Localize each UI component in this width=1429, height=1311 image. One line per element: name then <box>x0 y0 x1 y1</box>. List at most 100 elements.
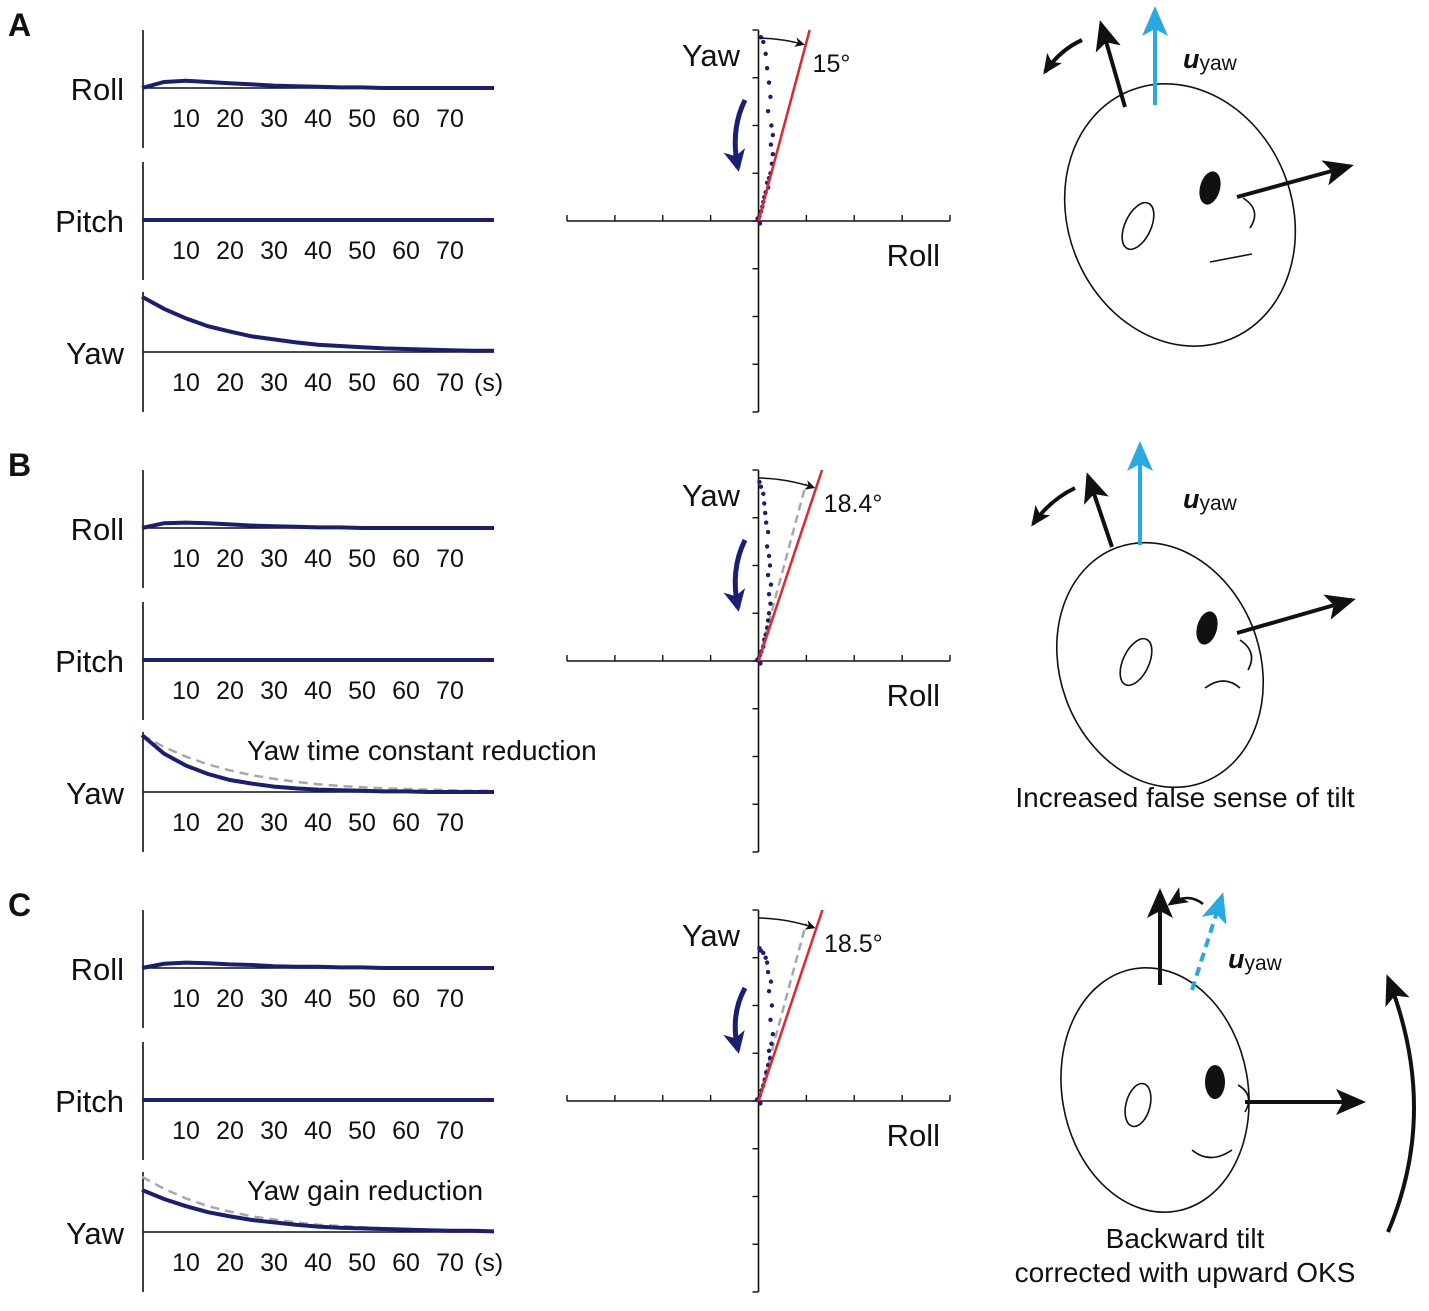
scatter-point <box>758 661 763 666</box>
x-tick-label: 10 <box>172 1249 200 1277</box>
scatter-point <box>769 1041 774 1046</box>
panel-letter: C <box>8 887 31 923</box>
scatter-point <box>769 1003 775 1008</box>
x-tick-label: 70 <box>436 677 464 705</box>
scatter-point <box>767 1055 773 1061</box>
vector-symbol: u <box>1228 944 1245 974</box>
scatter-point <box>765 969 771 975</box>
caption: corrected with upward OKS <box>1015 1257 1356 1288</box>
x-tick-label: 70 <box>436 1249 464 1277</box>
scatter-point <box>765 618 771 623</box>
x-tick-label: 30 <box>260 809 288 837</box>
y-axis-label: Yaw <box>66 776 125 811</box>
x-tick-label: 10 <box>172 677 200 705</box>
scatter-point <box>766 591 772 597</box>
x-tick-label: 50 <box>348 809 376 837</box>
x-tick-label: 20 <box>216 237 244 265</box>
x-tick-label: 20 <box>216 369 244 397</box>
x-tick-label: 50 <box>348 545 376 573</box>
curve <box>141 1188 495 1234</box>
x-tick-label: 10 <box>172 809 200 837</box>
y-axis-label: Roll <box>71 512 124 547</box>
scatter-point <box>764 960 770 965</box>
vector-label: uyaw <box>1183 484 1238 515</box>
rotation-arrow <box>723 98 748 172</box>
curve <box>140 733 494 794</box>
scatter-point <box>765 529 771 535</box>
x-tick-label: 10 <box>172 105 200 133</box>
x-tick-label: 60 <box>392 985 420 1013</box>
x-tick-label: 40 <box>304 1117 332 1145</box>
scatter-point <box>768 979 774 984</box>
x-tick-label: 40 <box>304 105 332 133</box>
scatter-point <box>763 955 768 960</box>
angle-arc <box>758 37 805 47</box>
scatter-point <box>766 80 772 85</box>
scatter-point <box>770 132 776 138</box>
x-tick-label: 50 <box>348 105 376 133</box>
scatter-point <box>765 108 771 114</box>
scatter-point <box>763 510 768 516</box>
x-tick-label: 50 <box>348 369 376 397</box>
x-tick-label: 10 <box>172 985 200 1013</box>
scatter-point <box>764 66 770 71</box>
x-tick-label: 40 <box>304 237 332 265</box>
scatter-point <box>770 151 776 157</box>
x-tick-label: 60 <box>392 105 420 133</box>
scatter-point <box>766 988 772 994</box>
x-tick-label: 30 <box>260 105 288 133</box>
x-tick-label: 10 <box>172 545 200 573</box>
x-tick-label: 50 <box>348 985 376 1013</box>
x-tick-label: 70 <box>436 369 464 397</box>
x-tick-label: 30 <box>260 1117 288 1145</box>
y-axis-label: Roll <box>71 952 124 987</box>
x-tick-label: 20 <box>216 985 244 1013</box>
x-tick-label: 30 <box>260 369 288 397</box>
reference-curve <box>141 733 494 793</box>
x-tick-label: 40 <box>304 985 332 1013</box>
x-unit: (s) <box>474 369 503 397</box>
x-unit: (s) <box>474 1249 503 1277</box>
x-tick-label: 10 <box>172 1117 200 1145</box>
angle-label: 18.4° <box>824 490 883 518</box>
x-tick-label: 30 <box>260 237 288 265</box>
x-tick-label: 60 <box>392 1249 420 1277</box>
x-axis-label: Roll <box>887 1118 940 1153</box>
angle-label: 15° <box>813 50 851 78</box>
x-tick-label: 70 <box>436 985 464 1013</box>
scatter-point <box>761 491 766 497</box>
scatter-point <box>767 563 773 568</box>
scatter-point <box>769 123 774 128</box>
annotation: Yaw gain reduction <box>247 1175 483 1206</box>
scatter-point <box>757 479 762 485</box>
x-tick-label: 40 <box>304 677 332 705</box>
y-axis-label: Pitch <box>55 644 124 679</box>
x-axis-label: Roll <box>887 678 940 713</box>
x-tick-label: 70 <box>436 105 464 133</box>
head-diagram-c <box>1060 887 1416 1233</box>
scatter-point <box>763 51 768 57</box>
curve <box>141 520 494 530</box>
x-tick-label: 30 <box>260 677 288 705</box>
scatter-point <box>768 601 773 606</box>
x-tick-label: 40 <box>304 1249 332 1277</box>
x-tick-label: 60 <box>392 809 420 837</box>
x-tick-label: 20 <box>216 1117 244 1145</box>
x-tick-label: 40 <box>304 809 332 837</box>
vector-subscript: yaw <box>1200 52 1238 75</box>
x-tick-label: 60 <box>392 677 420 705</box>
y-axis-label: Yaw <box>682 918 741 953</box>
x-tick-label: 60 <box>392 369 420 397</box>
vector-label: uyaw <box>1228 944 1283 975</box>
x-tick-label: 10 <box>172 237 200 265</box>
scatter-point <box>768 582 774 587</box>
x-tick-label: 60 <box>392 1117 420 1145</box>
vector-subscript: yaw <box>1200 492 1238 515</box>
x-tick-label: 30 <box>260 545 288 573</box>
scatter-point <box>758 1101 763 1106</box>
head-diagram-a <box>1043 6 1354 347</box>
fit-line <box>757 29 811 222</box>
x-tick-label: 70 <box>436 809 464 837</box>
y-axis-label: Pitch <box>55 1084 124 1119</box>
scatter-point <box>768 142 774 147</box>
